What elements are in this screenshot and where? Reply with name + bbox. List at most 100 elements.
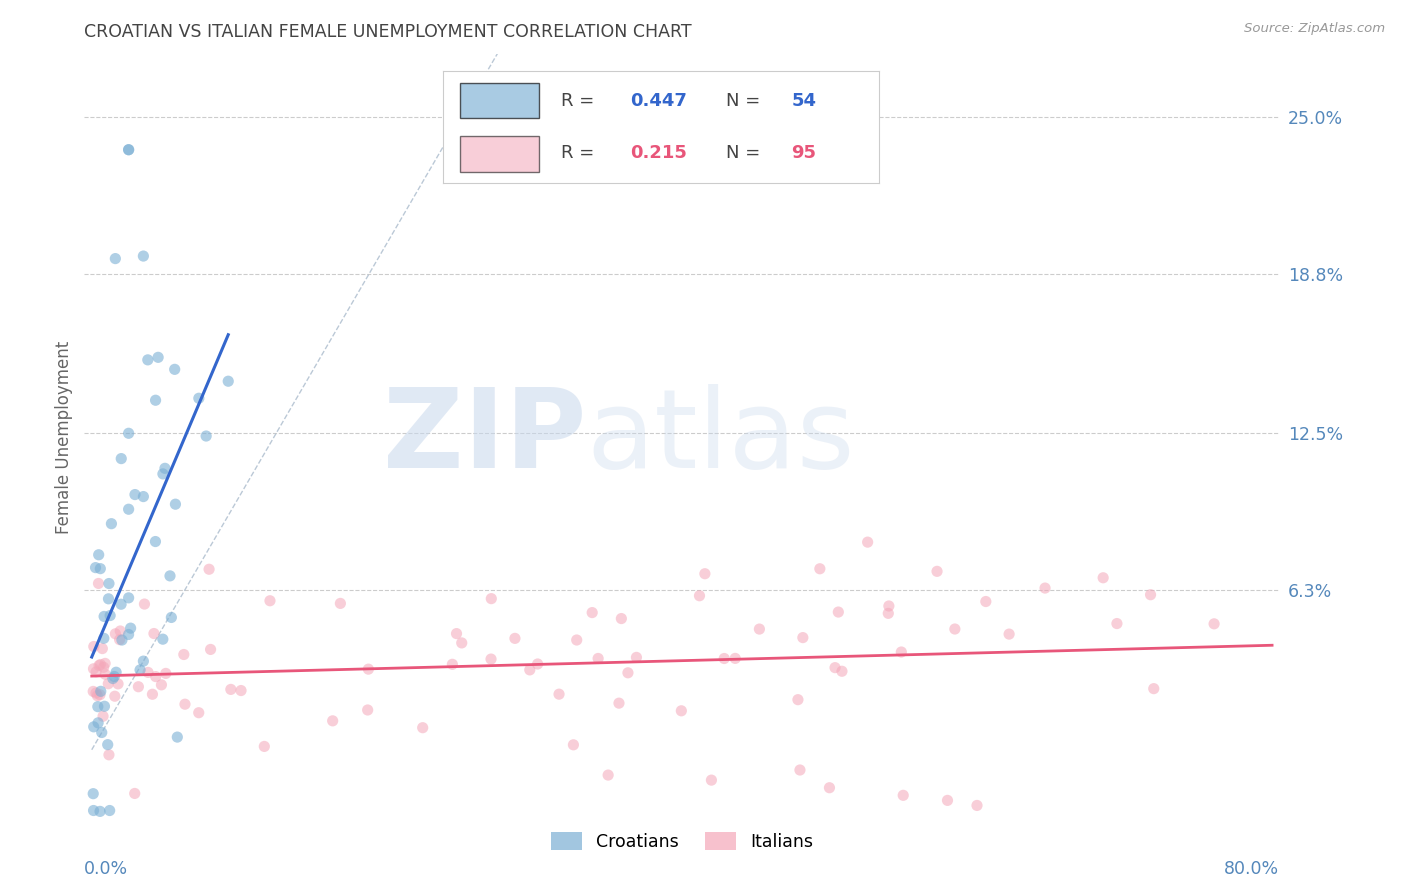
Italians xyxy=(89,688,111,702)
Italians xyxy=(94,667,117,681)
Croatians xyxy=(117,591,139,605)
Y-axis label: Female Unemployment: Female Unemployment xyxy=(55,341,73,533)
Italians xyxy=(89,657,111,672)
Croatians xyxy=(93,632,115,646)
Croatians xyxy=(166,730,188,744)
Italians xyxy=(104,690,127,704)
Italians xyxy=(856,535,879,549)
Italians xyxy=(890,645,912,659)
Croatians xyxy=(195,429,218,443)
Italians xyxy=(127,680,149,694)
Italians xyxy=(91,709,114,723)
Croatians xyxy=(152,467,174,481)
Italians xyxy=(142,626,165,640)
Croatians xyxy=(163,362,186,376)
Croatians xyxy=(90,684,112,698)
Italians xyxy=(808,562,831,576)
Italians xyxy=(84,686,107,700)
Italians xyxy=(548,687,571,701)
Text: N =: N = xyxy=(727,144,766,161)
Italians xyxy=(562,738,585,752)
Italians xyxy=(671,704,693,718)
Croatians xyxy=(87,699,110,714)
Croatians xyxy=(97,738,120,752)
Italians xyxy=(110,624,132,638)
Croatians xyxy=(98,804,121,818)
Italians xyxy=(724,651,747,665)
Croatians xyxy=(98,608,121,623)
Italians xyxy=(713,651,735,665)
Italians xyxy=(86,689,108,703)
Italians xyxy=(891,789,914,803)
Italians xyxy=(607,696,630,710)
Croatians xyxy=(136,352,159,367)
Croatians xyxy=(132,249,155,263)
Italians xyxy=(789,763,811,777)
Italians xyxy=(136,665,159,680)
Italians xyxy=(479,652,502,666)
Italians xyxy=(581,606,603,620)
Italians xyxy=(441,657,464,672)
Italians xyxy=(519,663,541,677)
Italians xyxy=(357,662,380,676)
Text: 0.0%: 0.0% xyxy=(84,860,128,878)
Italians xyxy=(150,678,173,692)
FancyBboxPatch shape xyxy=(460,83,538,119)
Croatians xyxy=(83,720,105,734)
Italians xyxy=(93,660,115,674)
Text: R =: R = xyxy=(561,144,599,161)
Text: ZIP: ZIP xyxy=(382,384,586,491)
Croatians xyxy=(165,497,187,511)
Croatians xyxy=(104,252,127,266)
Italians xyxy=(818,780,841,795)
Croatians xyxy=(83,804,105,818)
Italians xyxy=(877,599,900,613)
Italians xyxy=(104,627,127,641)
Italians xyxy=(617,665,640,680)
Croatians xyxy=(93,609,115,624)
Croatians xyxy=(82,787,104,801)
Croatians xyxy=(124,487,146,501)
Italians xyxy=(107,677,129,691)
Text: 0.215: 0.215 xyxy=(630,144,688,161)
Italians xyxy=(479,591,502,606)
Croatians xyxy=(117,627,139,641)
Italians xyxy=(97,677,120,691)
Italians xyxy=(145,670,167,684)
Croatians xyxy=(89,805,111,819)
Croatians xyxy=(187,391,209,405)
Text: Source: ZipAtlas.com: Source: ZipAtlas.com xyxy=(1244,22,1385,36)
Croatians xyxy=(87,548,110,562)
Italians xyxy=(412,721,434,735)
Croatians xyxy=(120,621,142,635)
Italians xyxy=(134,597,156,611)
Italians xyxy=(173,648,195,662)
Italians xyxy=(108,632,131,647)
Croatians xyxy=(101,672,124,686)
Italians xyxy=(689,589,711,603)
Croatians xyxy=(90,725,112,739)
Italians xyxy=(824,660,846,674)
Italians xyxy=(329,596,352,610)
Croatians xyxy=(87,715,110,730)
Croatians xyxy=(117,143,139,157)
Italians xyxy=(1105,616,1128,631)
Croatians xyxy=(89,562,111,576)
Italians xyxy=(827,605,849,619)
Italians xyxy=(82,684,104,698)
Italians xyxy=(187,706,209,720)
Italians xyxy=(259,593,281,607)
Italians xyxy=(322,714,344,728)
Italians xyxy=(1143,681,1166,696)
Text: atlas: atlas xyxy=(586,384,855,491)
Croatians xyxy=(153,461,176,475)
Croatians xyxy=(159,569,181,583)
Italians xyxy=(87,658,110,673)
Italians xyxy=(87,576,110,591)
Italians xyxy=(966,798,988,813)
Italians xyxy=(155,666,177,681)
Croatians xyxy=(84,560,107,574)
Italians xyxy=(586,651,609,665)
Croatians xyxy=(111,633,134,648)
Italians xyxy=(974,594,997,608)
